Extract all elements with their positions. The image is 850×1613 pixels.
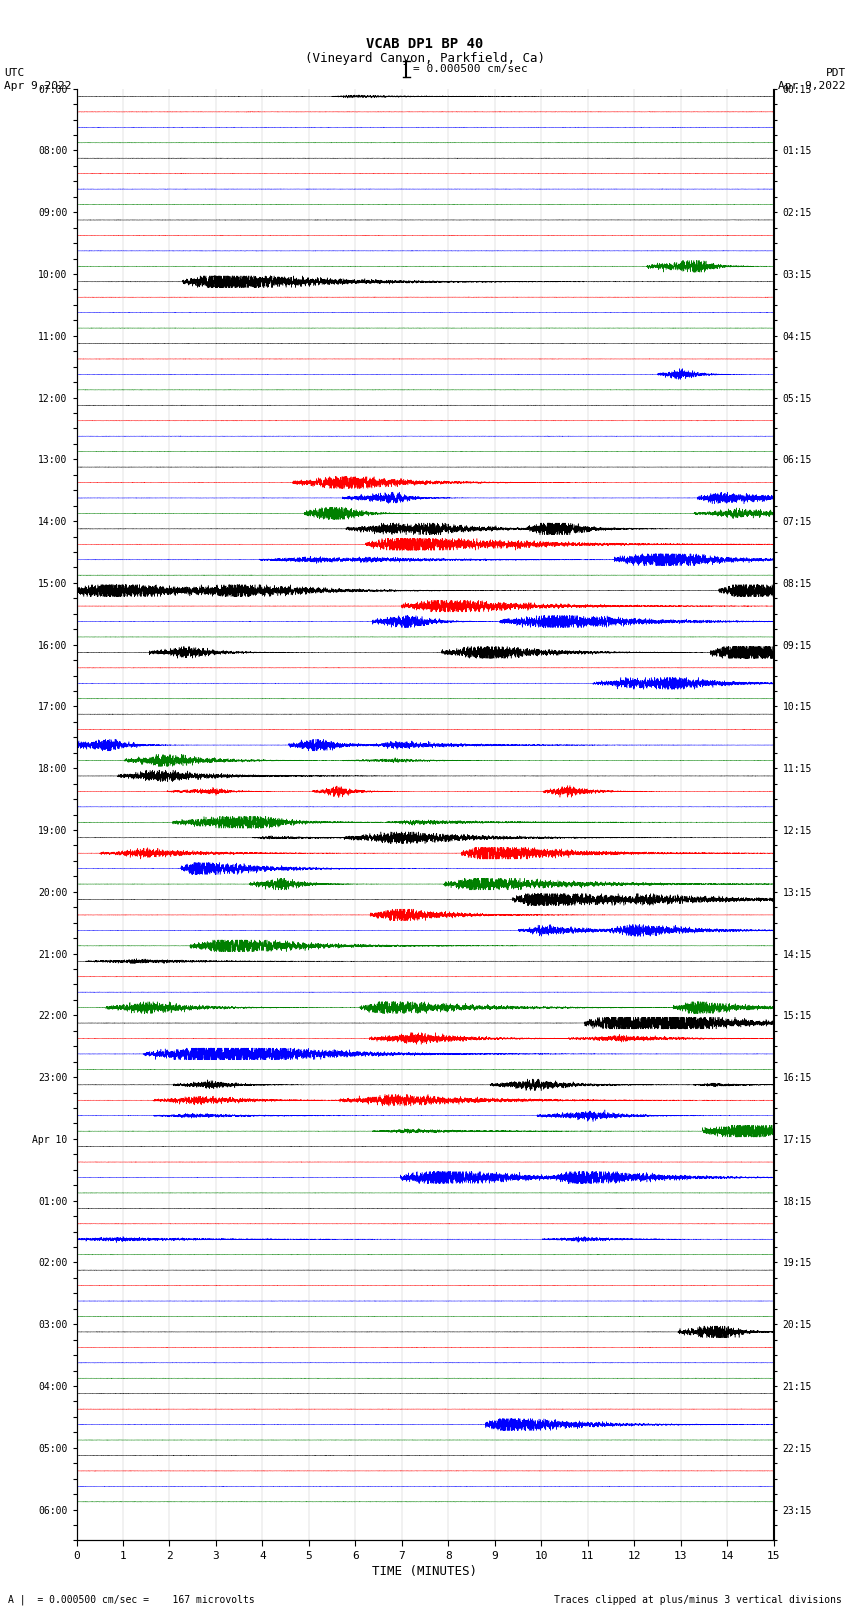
X-axis label: TIME (MINUTES): TIME (MINUTES): [372, 1565, 478, 1578]
Text: (Vineyard Canyon, Parkfield, Ca): (Vineyard Canyon, Parkfield, Ca): [305, 52, 545, 65]
Text: Apr 9,2022: Apr 9,2022: [4, 81, 71, 90]
Text: PDT: PDT: [825, 68, 846, 77]
Text: UTC: UTC: [4, 68, 25, 77]
Text: Traces clipped at plus/minus 3 vertical divisions: Traces clipped at plus/minus 3 vertical …: [553, 1595, 842, 1605]
Text: VCAB DP1 BP 40: VCAB DP1 BP 40: [366, 37, 484, 52]
Text: A |  = 0.000500 cm/sec =    167 microvolts: A | = 0.000500 cm/sec = 167 microvolts: [8, 1594, 255, 1605]
Text: Apr 9,2022: Apr 9,2022: [779, 81, 846, 90]
Text: = 0.000500 cm/sec: = 0.000500 cm/sec: [413, 65, 528, 74]
